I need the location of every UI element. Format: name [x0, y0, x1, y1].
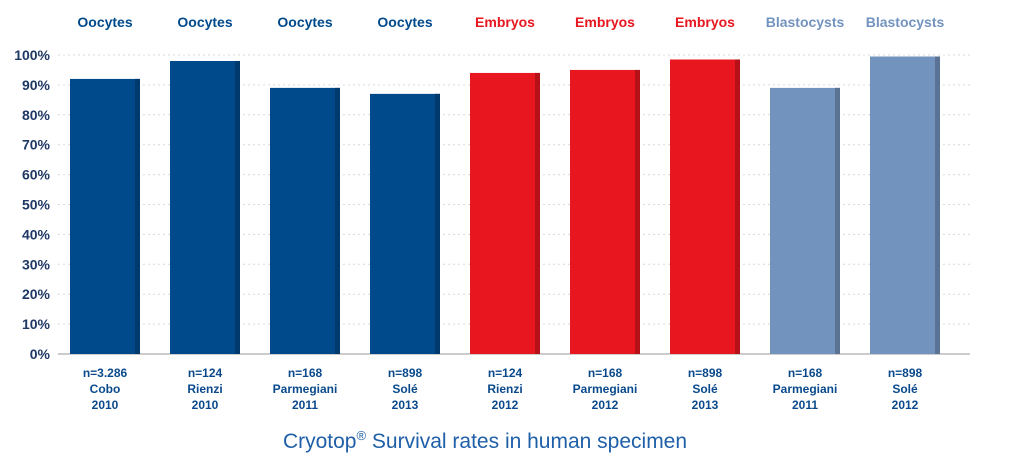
x-tick-label-line: n=124: [488, 366, 523, 380]
bar-shade: [735, 59, 740, 355]
y-tick-label: 80%: [22, 107, 51, 123]
bar: [270, 87, 340, 354]
x-tick-label: n=168 Parmegiani 2011: [273, 366, 338, 412]
registered-mark: ®: [356, 428, 367, 443]
x-tick-label-line: n=898: [688, 366, 723, 380]
bar: [370, 93, 440, 355]
x-tick-label-line: n=168: [788, 366, 823, 380]
bar-shade: [235, 60, 240, 354]
bar-6: [570, 69, 640, 354]
y-tick-label: 10%: [22, 316, 51, 332]
caption-brand: Cryotop: [282, 430, 357, 453]
bar-shade: [135, 78, 140, 355]
specimen-type-label: Oocytes: [77, 14, 132, 30]
chart-caption: Cryotop® Survival rates in human specime…: [0, 428, 970, 454]
specimen-type-label: Oocytes: [277, 14, 332, 30]
x-tick-label-line: Parmegiani: [273, 382, 338, 396]
x-tick-label-line: n=124: [188, 366, 223, 380]
bar-shade: [335, 87, 340, 354]
bar-5: [470, 72, 540, 354]
x-tick-label-line: n=168: [288, 366, 323, 380]
specimen-type-label: Embryos: [575, 14, 635, 30]
specimen-type-label: Blastocysts: [866, 14, 945, 30]
x-tick-label-line: 2012: [892, 398, 919, 412]
caption-text: Survival rates in human specimen: [366, 430, 688, 453]
y-tick-label: 30%: [22, 256, 51, 272]
x-tick-label-line: Rienzi: [187, 382, 222, 396]
specimen-type-labels: Oocytes Oocytes Oocytes Oocytes Embryos Embry…: [77, 14, 944, 30]
x-tick-label-line: 2013: [692, 398, 719, 412]
bar-3: [270, 87, 340, 354]
bars: [70, 56, 940, 355]
bar: [870, 56, 940, 355]
specimen-type-label: Oocytes: [177, 14, 232, 30]
x-tick-label-line: Solé: [692, 382, 718, 396]
bar-8: [770, 87, 840, 354]
bar-shade: [835, 87, 840, 354]
bar: [770, 87, 840, 354]
bar: [570, 69, 640, 354]
specimen-type-label: Blastocysts: [766, 14, 845, 30]
bar: [470, 72, 540, 354]
bar-shade: [935, 56, 940, 355]
y-tick-label: 40%: [22, 226, 51, 242]
specimen-type-label: Oocytes: [377, 14, 432, 30]
bar-4: [370, 93, 440, 355]
x-tick-label-line: Parmegiani: [573, 382, 638, 396]
y-tick-label: 100%: [14, 47, 50, 63]
x-tick-label: n=168 Parmegiani 2011: [773, 366, 838, 412]
x-tick-label-line: Rienzi: [487, 382, 522, 396]
x-tick-label: n=168 Parmegiani 2012: [573, 366, 638, 412]
bar-2: [170, 60, 240, 354]
x-tick-label-line: Solé: [892, 382, 918, 396]
y-tick-label: 20%: [22, 286, 51, 302]
y-axis-ticks: 0% 10% 20% 30% 40% 50% 60% 70% 80% 90% 100%: [14, 47, 50, 362]
x-tick-label-line: 2011: [792, 398, 818, 412]
x-tick-label-line: n=898: [888, 366, 923, 380]
bar-9: [870, 56, 940, 355]
x-tick-label: n=898 Solé 2013: [688, 366, 723, 412]
bar: [170, 60, 240, 354]
bar-7: [670, 59, 740, 355]
specimen-type-label: Embryos: [675, 14, 735, 30]
y-tick-label: 60%: [22, 167, 51, 183]
x-tick-label-line: Parmegiani: [773, 382, 838, 396]
x-tick-label-line: 2011: [292, 398, 318, 412]
bar: [70, 78, 140, 355]
x-tick-label: n=124 Rienzi 2012: [487, 366, 522, 412]
x-tick-label-line: n=168: [588, 366, 623, 380]
x-tick-label: n=898 Solé 2013: [388, 366, 423, 412]
x-tick-label: n=898 Solé 2012: [888, 366, 923, 412]
y-tick-label: 0%: [30, 346, 51, 362]
x-tick-label-line: n=898: [388, 366, 423, 380]
x-tick-label-line: 2012: [492, 398, 519, 412]
y-tick-label: 50%: [22, 197, 51, 213]
x-tick-label-line: Solé: [392, 382, 418, 396]
x-axis-labels: n=3.286 Cobo 2010 n=124 Rienzi 2010 n=168 Parme…: [83, 366, 923, 412]
bar-1: [70, 78, 140, 355]
bar: [670, 59, 740, 355]
x-tick-label-line: Cobo: [90, 382, 121, 396]
x-tick-label-line: 2010: [192, 398, 219, 412]
bar-chart: 0% 10% 20% 30% 40% 50% 60% 70% 80% 90% 100% Oocyte…: [14, 14, 970, 412]
x-tick-label-line: 2010: [92, 398, 119, 412]
x-tick-label-line: 2013: [392, 398, 419, 412]
bar-shade: [635, 69, 640, 354]
x-tick-label: n=124 Rienzi 2010: [187, 366, 222, 412]
bar-shade: [535, 72, 540, 354]
x-tick-label: n=3.286 Cobo 2010: [83, 366, 128, 412]
y-tick-label: 70%: [22, 137, 51, 153]
y-tick-label: 90%: [22, 77, 51, 93]
x-tick-label-line: n=3.286: [83, 366, 128, 380]
bar-shade: [435, 93, 440, 355]
specimen-type-label: Embryos: [475, 14, 535, 30]
x-tick-label-line: 2012: [592, 398, 619, 412]
